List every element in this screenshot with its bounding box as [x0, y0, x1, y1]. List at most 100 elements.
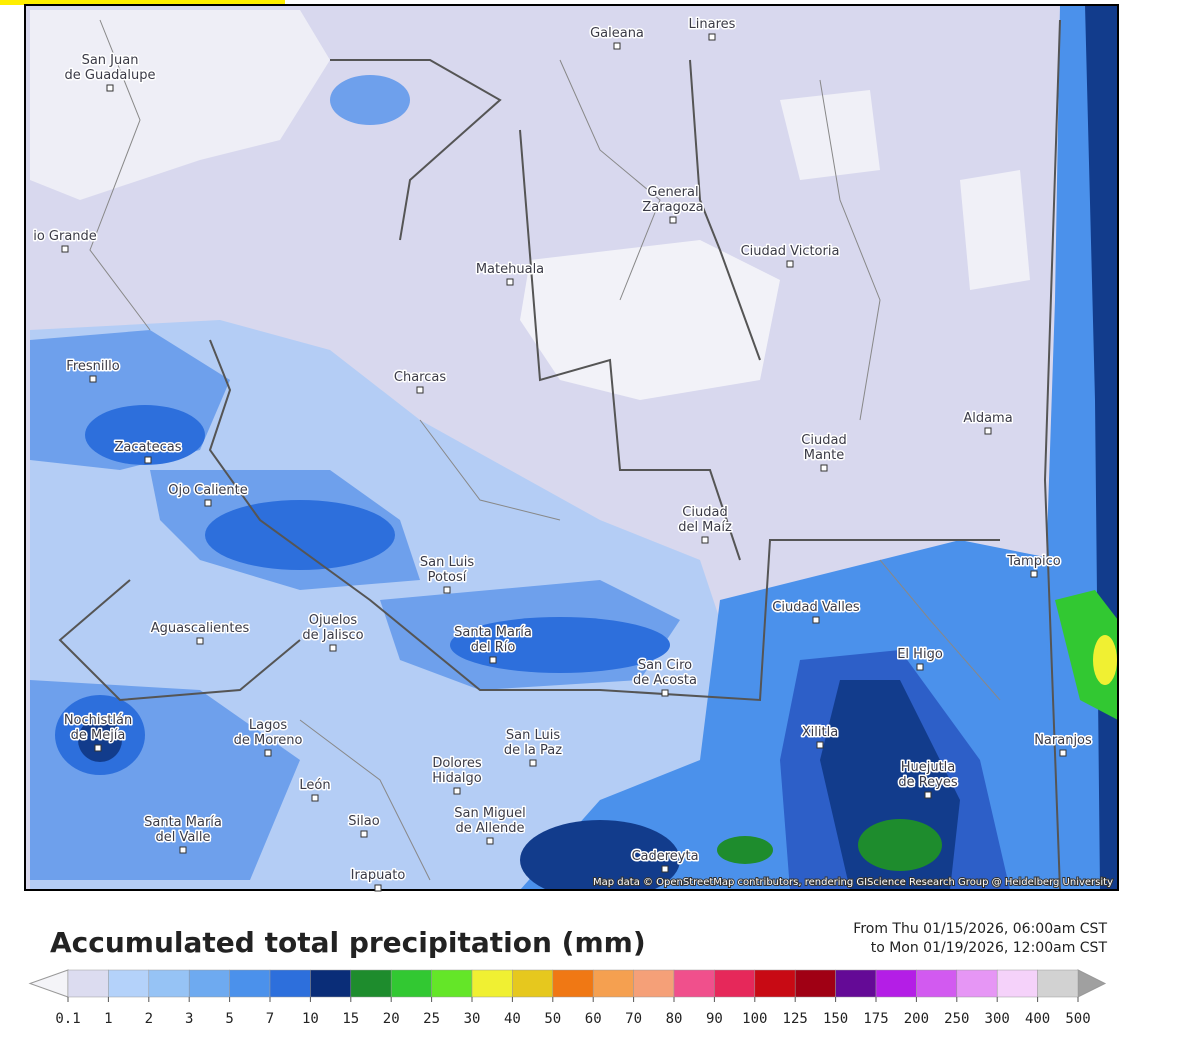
- legend-swatch: [916, 969, 958, 998]
- legend-tick-label: 150: [823, 1011, 848, 1027]
- place-marker: [1030, 570, 1038, 578]
- legend-tick-label: 100: [742, 1011, 767, 1027]
- place-marker: [786, 260, 794, 268]
- place-label: Galeana: [590, 26, 644, 41]
- place-label: Santa María: [144, 815, 222, 830]
- place-label: Aldama: [963, 411, 1012, 426]
- legend-swatch: [714, 969, 756, 998]
- place-label: de Allende: [456, 821, 525, 836]
- place-label: San Luis: [420, 555, 474, 570]
- place-label: de Acosta: [633, 673, 697, 688]
- place-label: Lagos: [249, 718, 287, 733]
- place-label: Ciudad: [682, 505, 727, 520]
- place-marker: [669, 216, 677, 224]
- place-label: San Ciro: [638, 658, 692, 673]
- place-label: El Higo: [897, 647, 943, 662]
- place-marker: [374, 884, 382, 892]
- place-label: Linares: [689, 17, 736, 32]
- legend-swatch: [350, 969, 392, 998]
- legend-tick-label: 200: [904, 1011, 929, 1027]
- place-label: de Moreno: [234, 733, 303, 748]
- place-marker: [924, 791, 932, 799]
- place-label: Cadereyta: [631, 849, 698, 864]
- place-label: Santa María: [454, 625, 532, 640]
- place-label: Hidalgo: [432, 771, 481, 786]
- place-marker: [196, 637, 204, 645]
- place-marker: [94, 744, 102, 752]
- legend-tick-label: 25: [423, 1011, 440, 1027]
- place-marker: [812, 616, 820, 624]
- place-label: Zacatecas: [115, 440, 182, 455]
- legend-tick-label: 30: [464, 1011, 481, 1027]
- place-marker: [708, 33, 716, 41]
- place-label: León: [299, 778, 330, 793]
- legend-swatch: [794, 969, 836, 998]
- highlight: [0, 0, 285, 5]
- place-label: San Luis: [506, 728, 560, 743]
- legend-title: Accumulated total precipitation (mm): [50, 926, 646, 959]
- legend-tick-label: 90: [706, 1011, 723, 1027]
- place-marker: [486, 837, 494, 845]
- place-marker: [820, 464, 828, 472]
- place-marker: [1059, 749, 1067, 757]
- attribution: Map data © OpenStreetMap contributors, r…: [593, 877, 1113, 888]
- place-label: Fresnillo: [66, 359, 119, 374]
- place-marker: [661, 865, 669, 873]
- legend-swatch: [431, 969, 473, 998]
- legend-tick-label: 70: [625, 1011, 642, 1027]
- place-label: Matehuala: [476, 262, 544, 277]
- legend-tick-label: 15: [342, 1011, 359, 1027]
- place-label: Ciudad Valles: [772, 600, 860, 615]
- legend-tick-label: 10: [302, 1011, 319, 1027]
- place-label: Potosí: [428, 570, 467, 585]
- period-start: From Thu 01/15/2026, 06:00am CST: [853, 921, 1107, 937]
- place-label: Charcas: [394, 370, 446, 385]
- legend-tick-label: 40: [504, 1011, 521, 1027]
- place-label: Ciudad: [801, 433, 846, 448]
- place-marker: [144, 456, 152, 464]
- place-label: del Valle: [155, 830, 210, 845]
- legend-swatch: [512, 969, 554, 998]
- place-label: Xilitla: [802, 725, 838, 740]
- legend-swatch: [673, 969, 715, 998]
- place-label: Zaragoza: [642, 200, 703, 215]
- place-marker: [506, 278, 514, 286]
- legend-swatch: [188, 969, 230, 998]
- legend-tick-label: 125: [783, 1011, 808, 1027]
- place-label: Nochistlán: [64, 713, 132, 728]
- place-label: del Río: [471, 640, 516, 655]
- place-marker: [453, 787, 461, 795]
- legend-tick-label: 2: [145, 1011, 153, 1027]
- legend-tick-label: 300: [985, 1011, 1010, 1027]
- place-label: de Mejía: [71, 728, 126, 743]
- map: [25, 5, 1118, 890]
- period-end: to Mon 01/19/2026, 12:00am CST: [871, 940, 1108, 956]
- place-marker: [179, 846, 187, 854]
- legend-swatch: [956, 969, 998, 998]
- legend-tick-label: 250: [944, 1011, 969, 1027]
- place-label: San Juan: [82, 53, 139, 68]
- place-label: Ciudad Victoria: [741, 244, 840, 259]
- legend-swatch: [108, 969, 150, 998]
- legend-swatch: [1037, 969, 1079, 998]
- place-label: General: [647, 185, 698, 200]
- legend-swatch: [310, 969, 352, 998]
- place-marker: [489, 656, 497, 664]
- place-label: Irapuato: [351, 868, 406, 883]
- place-marker: [701, 536, 709, 544]
- legend-swatch: [592, 969, 634, 998]
- legend-tick-label: 7: [266, 1011, 274, 1027]
- place-label: San Miguel: [454, 806, 526, 821]
- place-label: Aguascalientes: [151, 621, 250, 636]
- legend-swatch: [633, 969, 675, 998]
- legend-swatch: [835, 969, 877, 998]
- place-marker: [816, 741, 824, 749]
- legend-swatch: [552, 969, 594, 998]
- place-label: Dolores: [432, 756, 482, 771]
- legend-swatch: [269, 969, 311, 998]
- place-label: Tampico: [1006, 554, 1060, 569]
- legend-swatch: [390, 969, 432, 998]
- legend-tick-label: 175: [863, 1011, 888, 1027]
